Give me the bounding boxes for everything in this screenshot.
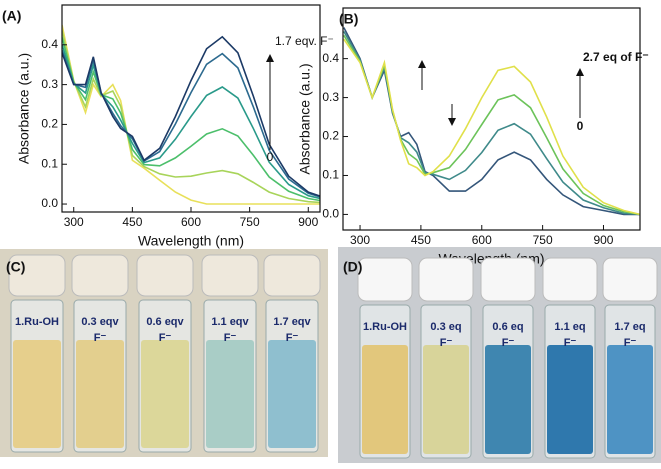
vial-liquid	[485, 345, 531, 454]
x-tick-label: 450	[122, 215, 142, 229]
vial-liquid	[547, 345, 593, 454]
vial-label: F⁻	[440, 337, 453, 349]
vial-cap	[71, 254, 129, 297]
vial-label: F⁻	[224, 332, 237, 344]
x-tick-label: 750	[240, 215, 260, 229]
vial-cap	[357, 257, 413, 302]
vial-label: F⁻	[286, 332, 299, 344]
vial-cap	[602, 257, 658, 302]
x-axis-title: Wavelength (nm)	[138, 233, 244, 249]
y-tick-label: 0.0	[322, 207, 339, 221]
spectrum-line	[62, 44, 320, 200]
x-tick-label: 450	[411, 233, 431, 247]
vial-cap	[136, 254, 194, 297]
x-tick-label: 300	[350, 233, 370, 247]
vial-liquid	[141, 340, 189, 448]
spectrum-line	[62, 35, 320, 197]
annotation: 0	[577, 119, 584, 133]
x-tick-label: 900	[593, 233, 613, 247]
vial-label: 1.7 eqv	[273, 316, 311, 328]
panel-label: (B)	[339, 11, 358, 27]
plot-frame	[342, 7, 641, 231]
vial-label: 0.3 eqv	[81, 316, 119, 328]
vial-cap	[263, 254, 321, 297]
vial-cap	[201, 254, 259, 297]
vial-cap	[480, 257, 536, 302]
vial-cap	[418, 257, 474, 302]
vial-label: 1.7 eq	[614, 321, 645, 333]
annotation: 0	[267, 150, 274, 164]
vial-label: F⁻	[94, 332, 107, 344]
vial-liquid	[268, 340, 316, 448]
y-tick-label: 0.4	[322, 51, 339, 65]
vial-liquid	[206, 340, 254, 448]
y-tick-label: 0.1	[322, 168, 339, 182]
spectrum-line	[62, 30, 320, 204]
vial-label: F⁻	[502, 337, 515, 349]
panel-label: (C)	[6, 259, 25, 275]
vial-liquid	[607, 345, 653, 454]
vial-label: 0.6 eq	[492, 321, 523, 333]
y-tick-label: 0.0	[41, 196, 58, 210]
vial-label: F⁻	[624, 337, 637, 349]
vial-liquid	[362, 345, 408, 454]
y-tick-label: 0.3	[41, 77, 58, 91]
vial-label: 0.3 eq	[430, 321, 461, 333]
x-tick-label: 600	[472, 233, 492, 247]
vial-label: 1.Ru-OH	[15, 316, 59, 328]
y-axis-title: Absorbance (a.u.)	[297, 63, 313, 174]
panel-label: (A)	[2, 8, 21, 24]
vial-label: 1.1 eqv	[211, 316, 249, 328]
annotation: 1.7 eqv. F⁻	[275, 34, 334, 48]
vial-label: F⁻	[159, 332, 172, 344]
x-tick-label: 900	[298, 215, 318, 229]
y-axis-title: Absorbance (a.u.)	[16, 53, 32, 164]
y-tick-label: 0.4	[41, 37, 58, 51]
vial-label: 1.1 eq	[554, 321, 585, 333]
x-tick-label: 600	[181, 215, 201, 229]
annotation: 2.7 eq of F⁻	[583, 50, 649, 64]
spectrum-line	[62, 36, 320, 202]
vial-label: F⁻	[564, 337, 577, 349]
y-tick-label: 0.1	[41, 156, 58, 170]
vial-liquid	[423, 345, 469, 454]
vial-label: 1.Ru-OH	[363, 321, 407, 333]
x-tick-label: 300	[64, 215, 84, 229]
vial-cap	[542, 257, 598, 302]
vial-label: 0.6 eqv	[146, 316, 184, 328]
spectrum-line	[62, 24, 320, 205]
y-tick-label: 0.2	[41, 117, 58, 131]
vial-liquid	[76, 340, 124, 448]
y-tick-label: 0.2	[322, 129, 339, 143]
vial-liquid	[13, 340, 61, 448]
y-tick-label: 0.3	[322, 90, 339, 104]
x-tick-label: 750	[533, 233, 553, 247]
vial-cap	[8, 254, 66, 297]
spectrum-line	[343, 38, 640, 216]
panel-label: (D)	[343, 259, 362, 275]
